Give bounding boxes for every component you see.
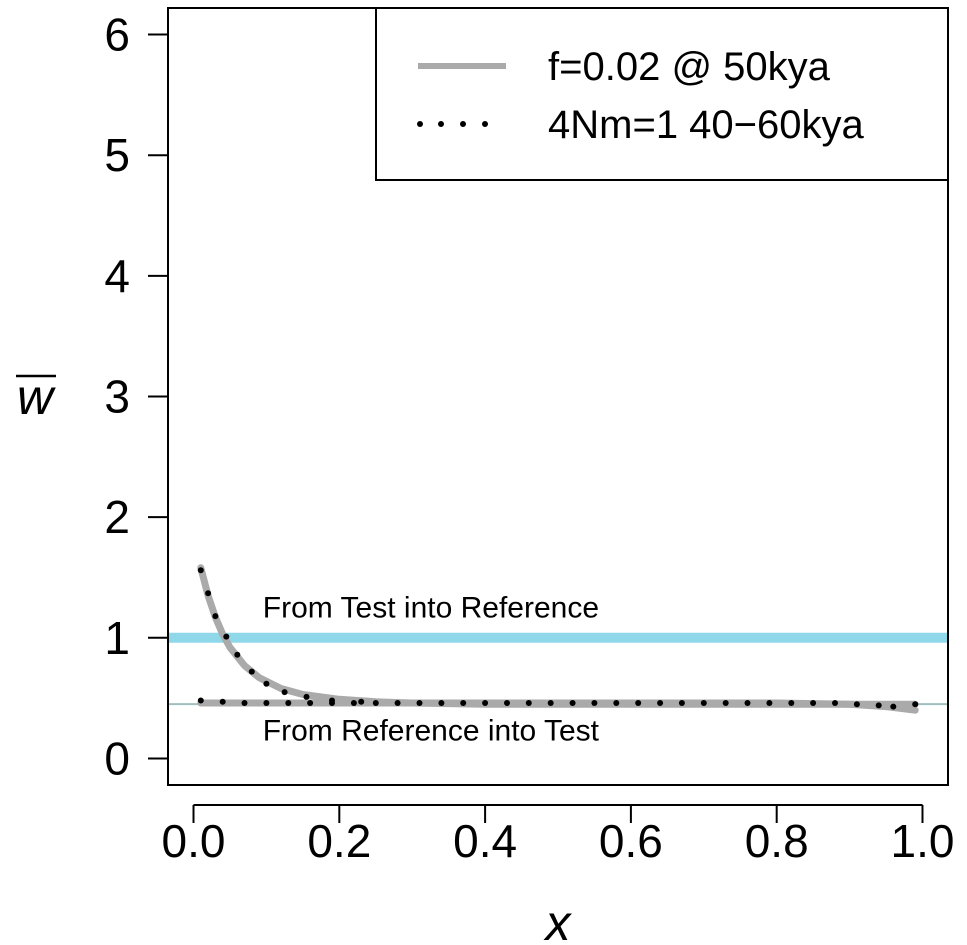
series-point-dotted-1 <box>281 689 288 696</box>
legend-swatch-dot <box>438 121 444 127</box>
series-point-dotted-2 <box>329 700 335 706</box>
y-tick-label: 2 <box>104 491 130 543</box>
series-point-dotted-1 <box>197 567 204 574</box>
x-tick-label: 0.4 <box>453 815 517 867</box>
series-point-dotted-2 <box>416 700 423 706</box>
series-point-dotted-2 <box>438 700 445 706</box>
series-point-dotted-2 <box>547 700 554 706</box>
series-point-dotted-2 <box>832 700 838 706</box>
series-point-dotted-2 <box>678 700 685 706</box>
series-point-dotted-2 <box>241 700 248 706</box>
legend-swatch-dot <box>460 121 466 127</box>
series-point-dotted-2 <box>810 700 817 706</box>
annotation-test-into-reference: From Test into Reference <box>263 592 599 625</box>
series-point-dotted-1 <box>358 698 365 705</box>
series-point-dotted-2 <box>350 700 357 706</box>
legend-label: f=0.02 @ 50kya <box>548 45 831 89</box>
y-tick-label: 0 <box>104 732 130 784</box>
y-tick-label: 5 <box>104 129 130 181</box>
series-point-dotted-2 <box>263 700 270 706</box>
series-point-dotted-2 <box>197 697 204 704</box>
series-point-dotted-2 <box>613 700 620 706</box>
series-point-dotted-2 <box>372 700 379 706</box>
series-point-dotted-2 <box>657 700 664 706</box>
series-point-dotted-2 <box>482 700 489 706</box>
series-layer <box>197 564 919 714</box>
series-point-dotted-2 <box>504 700 510 706</box>
y-axis-label: w <box>17 369 56 425</box>
series-point-dotted-1 <box>223 633 230 640</box>
annotation-reference-into-test: From Reference into Test <box>263 715 600 748</box>
axis-labels: xw <box>16 369 573 945</box>
series-point-dotted-1 <box>263 680 270 687</box>
series-point-dotted-2 <box>569 700 576 706</box>
series-point-dotted-2 <box>525 700 532 706</box>
series-point-dotted-2 <box>788 700 795 706</box>
x-tick-label: 0.6 <box>599 815 663 867</box>
series-point-dotted-2 <box>722 700 729 706</box>
y-tick-label: 4 <box>104 250 130 302</box>
series-point-dotted-1 <box>212 613 219 620</box>
series-point-dotted-2 <box>744 700 751 706</box>
y-axis: 0 1 2 3 4 5 6 <box>104 9 168 784</box>
legend: f=0.02 @ 50kya 4Nm=1 40−60kya <box>375 7 949 181</box>
series-point-dotted-2 <box>853 701 860 708</box>
series-point-dotted-2 <box>307 700 314 706</box>
series-point-dotted-1 <box>303 693 310 700</box>
x-tick-label: 0.2 <box>307 815 371 867</box>
y-tick-label: 3 <box>104 371 130 423</box>
series-point-dotted-2 <box>912 701 919 708</box>
legend-box <box>375 7 949 181</box>
series-point-dotted-1 <box>205 590 212 597</box>
series-point-dotted-2 <box>285 700 292 706</box>
x-tick-label: 0.0 <box>162 815 226 867</box>
series-point-dotted-2 <box>460 700 467 706</box>
x-tick-label: 0.8 <box>745 815 809 867</box>
x-axis: 0.0 0.2 0.4 0.6 0.8 1.0 <box>162 804 955 867</box>
series-point-dotted-2 <box>591 700 598 706</box>
x-tick-label: 1.0 <box>891 815 955 867</box>
legend-label: 4Nm=1 40−60kya <box>548 103 865 147</box>
series-point-dotted-2 <box>394 700 401 706</box>
series-point-dotted-2 <box>890 703 897 710</box>
y-tick-label: 6 <box>104 9 130 61</box>
series-point-dotted-2 <box>700 700 707 706</box>
series-point-dotted-2 <box>875 702 882 709</box>
series-point-dotted-2 <box>766 700 773 706</box>
y-tick-label: 1 <box>104 612 130 664</box>
legend-swatch-dot <box>482 121 488 127</box>
x-axis-label: x <box>544 895 573 945</box>
annotations: From Test into Reference From Reference i… <box>263 592 600 748</box>
series-point-dotted-2 <box>635 700 642 706</box>
legend-swatch-dot <box>417 121 423 127</box>
series-point-dotted-1 <box>234 651 241 658</box>
series-point-dotted-2 <box>219 698 226 705</box>
series-point-dotted-1 <box>248 668 255 675</box>
